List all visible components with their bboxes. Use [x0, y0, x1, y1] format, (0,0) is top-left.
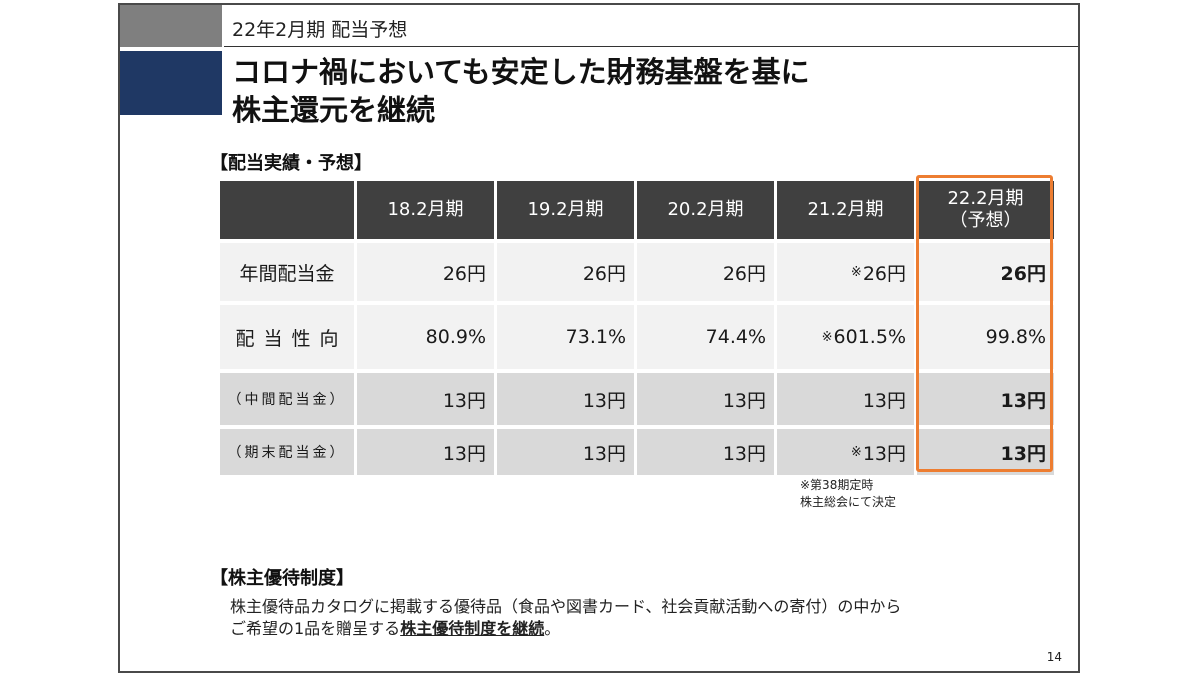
note-mark: ※	[850, 264, 862, 280]
benefit-section-heading: 【株主優待制度】	[210, 568, 354, 589]
benefit-line-2: ご希望の1品を贈呈する株主優待制度を継続。	[230, 618, 901, 640]
table-cell: 26円	[357, 243, 494, 301]
header-divider	[224, 46, 1078, 47]
page-number: 14	[1046, 650, 1062, 664]
benefit-description: 株主優待品カタログに掲載する優待品（食品や図書カード、社会貢献活動への寄付）の中…	[230, 596, 901, 640]
benefit-line-2-suffix: 。	[544, 619, 561, 638]
column-header: 18.2月期	[357, 181, 494, 239]
column-header-forecast: 22.2月期 （予想）	[917, 181, 1054, 239]
benefit-emphasis: 株主優待制度を継続	[400, 619, 545, 638]
row-label-annual-dividend: 年間配当金	[220, 243, 354, 301]
column-header: 19.2月期	[497, 181, 634, 239]
slide-title: コロナ禍においても安定した財務基盤を基に 株主還元を継続	[232, 53, 810, 129]
table-cell: 74.4%	[637, 305, 774, 369]
header-accent-gray	[120, 5, 222, 47]
benefit-line-2-prefix: ご希望の1品を贈呈する	[230, 619, 401, 638]
forecast-column-highlight	[916, 175, 1053, 472]
table-cell: 73.1%	[497, 305, 634, 369]
column-header-forecast-label: （予想）	[949, 210, 1022, 231]
table-cell: 13円	[497, 429, 634, 475]
table-cell-forecast: 99.8%	[917, 305, 1054, 369]
row-label-interim-dividend: （中間配当金）	[220, 373, 354, 425]
table-cell-forecast: 26円	[917, 243, 1054, 301]
table-cell-value: 13円	[862, 442, 906, 465]
table-cell: 13円	[357, 429, 494, 475]
note-mark: ※	[821, 329, 833, 345]
table-corner-header	[220, 181, 354, 239]
slide: 22年2月期 配当予想 コロナ禍においても安定した財務基盤を基に 株主還元を継続…	[118, 3, 1080, 673]
table-cell: 13円	[357, 373, 494, 425]
row-label-payout-ratio: 配当性向	[220, 305, 354, 369]
table-cell-forecast: 13円	[917, 373, 1054, 425]
title-line-2: 株主還元を継続	[232, 93, 436, 127]
table-cell: 13円	[637, 373, 774, 425]
footnote-line-1: ※第38期定時	[800, 478, 874, 492]
table-cell-value: 26円	[862, 262, 906, 285]
table-cell: 80.9%	[357, 305, 494, 369]
table-footnote: ※第38期定時 株主総会にて決定	[800, 477, 896, 511]
table-cell-value: 601.5%	[833, 326, 906, 348]
table-cell: 26円	[497, 243, 634, 301]
row-label-year-end-dividend: （期末配当金）	[220, 429, 354, 475]
column-header-forecast-period: 22.2月期	[947, 188, 1024, 209]
benefit-line-1: 株主優待品カタログに掲載する優待品（食品や図書カード、社会貢献活動への寄付）の中…	[230, 597, 902, 616]
table-cell: 13円	[637, 429, 774, 475]
table-cell: 26円	[637, 243, 774, 301]
table-cell: 13円	[777, 373, 914, 425]
table-cell: 13円	[497, 373, 634, 425]
table-cell-noted: ※ 26円	[777, 243, 914, 301]
column-header: 21.2月期	[777, 181, 914, 239]
column-header: 20.2月期	[637, 181, 774, 239]
table-cell-forecast: 13円	[917, 429, 1054, 475]
title-line-1: コロナ禍においても安定した財務基盤を基に	[232, 55, 810, 89]
table-cell-noted: ※ 13円	[777, 429, 914, 475]
title-accent-navy	[120, 51, 222, 115]
slide-subtitle: 22年2月期 配当予想	[232, 19, 408, 41]
footnote-line-2: 株主総会にて決定	[800, 495, 897, 509]
note-mark: ※	[850, 444, 862, 460]
table-cell-noted: ※ 601.5%	[777, 305, 914, 369]
dividend-section-heading: 【配当実績・予想】	[210, 153, 372, 174]
